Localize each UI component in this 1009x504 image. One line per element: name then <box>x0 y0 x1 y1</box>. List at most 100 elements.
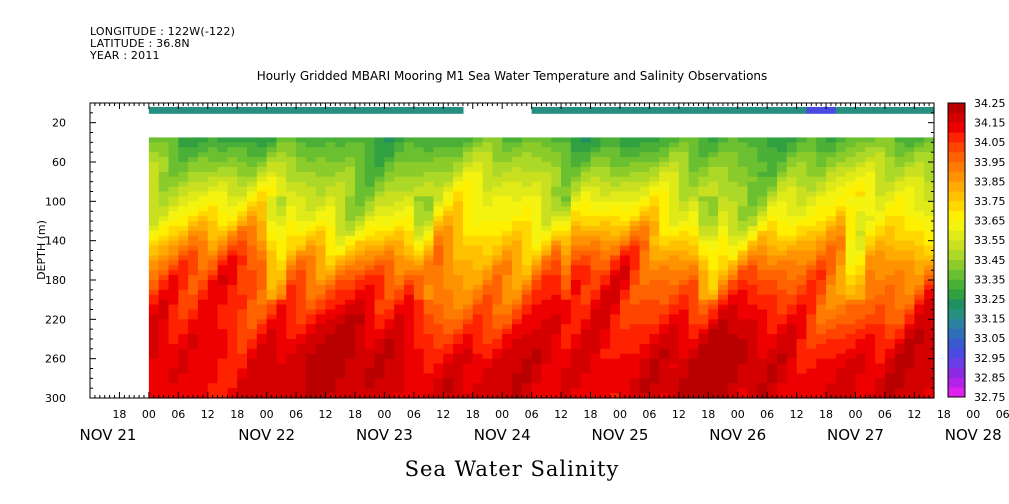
heatmap-cell <box>580 235 592 242</box>
heatmap-cell <box>453 225 464 232</box>
heatmap-cell <box>757 142 768 148</box>
heatmap-cell <box>158 329 170 335</box>
heatmap-cell <box>227 206 238 212</box>
heatmap-cell <box>747 137 758 143</box>
heatmap-cell <box>659 206 670 212</box>
heatmap-cell <box>443 176 454 183</box>
heatmap-cell <box>826 388 837 394</box>
heatmap-cell <box>433 363 444 370</box>
heatmap-cell <box>669 147 680 153</box>
heatmap-cell <box>384 255 395 261</box>
heatmap-cell <box>747 171 758 178</box>
heatmap-cell <box>855 147 866 153</box>
heatmap-cell <box>855 230 866 237</box>
heatmap-cell <box>178 309 189 316</box>
heatmap-cell <box>531 358 543 365</box>
heatmap-cell <box>541 265 552 271</box>
heatmap-cell <box>256 245 268 252</box>
heatmap-cell <box>168 176 179 183</box>
heatmap-cell <box>688 260 700 266</box>
heatmap-cell <box>266 378 278 384</box>
heatmap-cell <box>394 383 405 389</box>
heatmap-cell <box>580 196 592 202</box>
heatmap-cell <box>247 294 258 301</box>
heatmap-cell <box>639 284 650 291</box>
heatmap-cell <box>286 162 297 168</box>
heatmap-cell <box>688 309 700 316</box>
heatmap-cell <box>904 191 915 198</box>
heatmap-cell <box>296 383 307 389</box>
heatmap-cell <box>266 265 278 271</box>
heatmap-cell <box>296 142 307 148</box>
heatmap-cell <box>345 324 356 330</box>
heatmap-cell <box>335 265 346 271</box>
heatmap-cell <box>364 329 376 335</box>
heatmap-cell <box>472 265 484 271</box>
heatmap-cell <box>845 270 857 276</box>
heatmap-cell <box>472 206 484 212</box>
heatmap-cell <box>305 176 317 183</box>
heatmap-cell <box>845 235 857 242</box>
heatmap-cell <box>237 162 248 168</box>
heatmap-cell <box>188 270 199 276</box>
heatmap-cell <box>482 339 493 345</box>
heatmap-cell <box>364 378 376 384</box>
heatmap-cell <box>924 329 935 335</box>
heatmap-cell <box>875 299 886 306</box>
heatmap-cell <box>806 196 817 202</box>
heatmap-cell <box>315 157 327 163</box>
heatmap-cell <box>315 191 327 198</box>
heatmap-cell <box>865 221 876 227</box>
heatmap-cell <box>227 294 238 301</box>
heatmap-cell <box>472 162 484 168</box>
heatmap-cell <box>227 240 238 247</box>
heatmap-cell <box>875 157 886 163</box>
heatmap-cell <box>462 216 474 222</box>
heatmap-cell <box>541 343 552 350</box>
heatmap-cell <box>600 225 611 232</box>
y-tick-label: 260 <box>45 353 66 366</box>
heatmap-cell <box>178 373 189 379</box>
heatmap-cell <box>207 294 219 301</box>
heatmap-cell <box>472 211 484 217</box>
heatmap-cell <box>865 383 876 389</box>
heatmap-cell <box>855 373 866 379</box>
heatmap-cell <box>197 378 209 384</box>
heatmap-cell <box>590 171 601 178</box>
heatmap-cell <box>875 358 886 365</box>
heatmap-cell <box>610 294 621 301</box>
heatmap-cell <box>462 319 474 325</box>
surface-cell <box>315 106 327 114</box>
heatmap-cell <box>796 319 808 325</box>
heatmap-cell <box>462 280 474 286</box>
heatmap-cell <box>433 245 444 252</box>
heatmap-cell <box>865 363 876 370</box>
heatmap-cell <box>914 176 925 183</box>
heatmap-cell <box>423 196 435 202</box>
heatmap-cell <box>826 162 837 168</box>
heatmap-cell <box>904 230 915 237</box>
heatmap-cell <box>884 230 896 237</box>
heatmap-cell <box>276 294 287 301</box>
heatmap-cell <box>835 348 847 355</box>
heatmap-cell <box>561 343 572 350</box>
heatmap-cell <box>374 348 386 355</box>
heatmap-cell <box>727 235 739 242</box>
heatmap-cell <box>148 240 160 247</box>
heatmap-cell <box>286 196 297 202</box>
heatmap-cell <box>659 196 670 202</box>
heatmap-cell <box>669 255 680 261</box>
heatmap-cell <box>462 260 474 266</box>
heatmap-cell <box>914 339 925 345</box>
heatmap-cell <box>590 368 601 375</box>
heatmap-cell <box>619 245 631 252</box>
heatmap-cell <box>678 201 690 207</box>
heatmap-cell <box>453 378 464 384</box>
heatmap-cell <box>649 294 660 301</box>
heatmap-cell <box>541 196 552 202</box>
heatmap-cell <box>188 201 199 207</box>
heatmap-cell <box>364 221 376 227</box>
heatmap-cell <box>659 314 670 320</box>
heatmap-cell <box>394 319 405 325</box>
heatmap-cell <box>551 191 562 198</box>
